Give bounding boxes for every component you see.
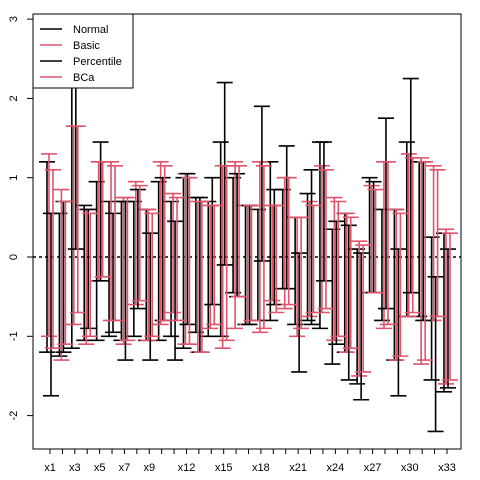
x-tick-label: x33 [438,462,456,474]
y-tick-label: 2 [8,95,20,101]
y-axis: -2 -1 0 1 2 3 [8,16,33,420]
y-tick-label: -2 [8,411,20,421]
plot-frame [32,13,462,450]
legend-box [32,13,134,89]
y-tick-label: 3 [8,16,20,22]
series-bca-bars [45,125,458,381]
x-tick-label: x9 [143,462,155,474]
x-tick-label: x24 [326,462,344,474]
legend: Normal Basic Percentile BCa [32,13,134,89]
y-tick-label: 1 [8,175,20,181]
x-tick-label: x30 [401,462,419,474]
x-tick-label: x21 [289,462,307,474]
legend-label: Percentile [73,56,122,68]
series-percentile-bars [43,50,456,433]
y-tick-label: -1 [8,331,20,341]
legend-label: Normal [73,24,108,36]
x-tick-label: x18 [252,462,270,474]
x-tick-label: x5 [94,462,106,474]
error-bars [39,38,458,433]
x-tick-label: x27 [364,462,382,474]
x-tick-label: x12 [178,462,196,474]
x-axis: x1 x3 x5 x7 x9 x12 x15 x18 x21 x24 x27 x30 x33 [44,449,456,474]
x-tick-label: x15 [215,462,233,474]
x-tick-label: x7 [119,462,131,474]
x-tick-label: x3 [69,462,81,474]
x-tick-label: x1 [44,462,56,474]
y-tick-label: 0 [8,254,20,260]
legend-label: Basic [73,40,100,52]
legend-label: BCa [73,72,95,84]
